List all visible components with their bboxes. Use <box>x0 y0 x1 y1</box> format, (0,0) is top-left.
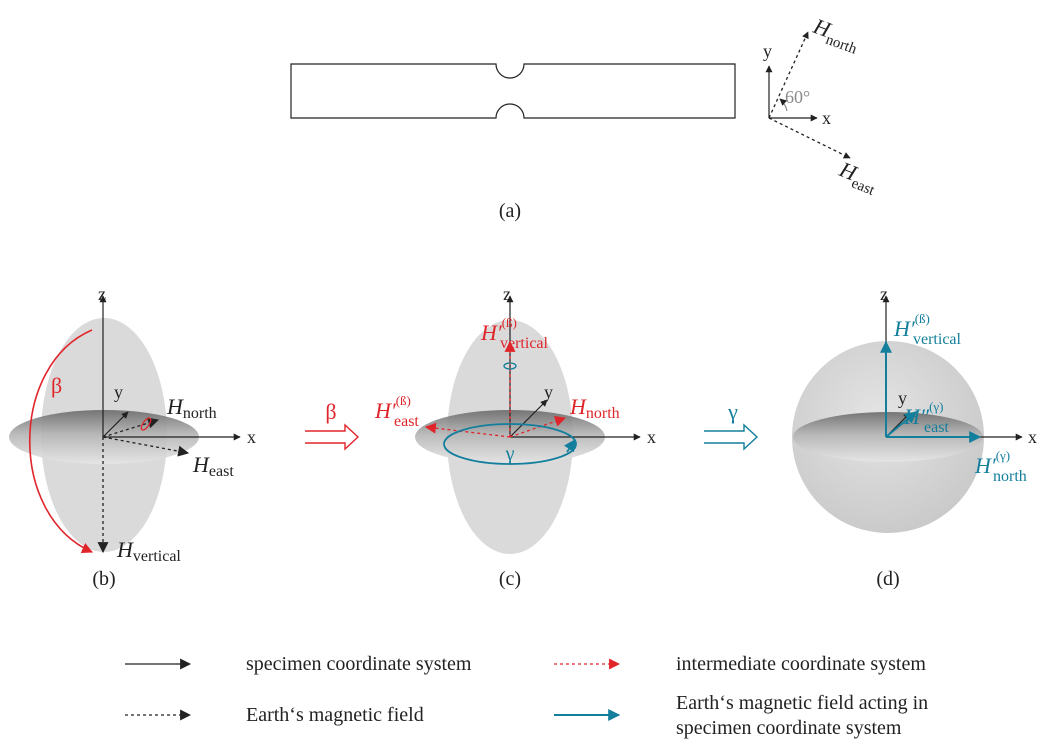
legend-earth-label: Earth‘s magnetic field <box>246 704 424 726</box>
h-north-arrow-c <box>509 416 567 438</box>
h-east-arrow-b <box>102 436 190 457</box>
axis-y-label-b: y <box>114 382 123 402</box>
legend: specimen coordinate system intermediate … <box>125 653 928 739</box>
caption-d: (d) <box>876 568 899 590</box>
transition-arrow-gamma: γ <box>704 399 759 451</box>
double-arrow-gamma <box>704 423 759 451</box>
angle-arc-a <box>779 98 788 112</box>
caption-c: (c) <box>499 568 521 590</box>
caption-b: (b) <box>92 568 115 590</box>
legend-acting-label-1: Earth‘s magnetic field acting in <box>676 692 928 714</box>
h-east-arrow-c <box>424 422 511 438</box>
gamma-arrowhead-c <box>564 439 576 453</box>
h-east-label-b: Heast <box>192 452 234 480</box>
transition-arrow-beta: β <box>305 399 360 451</box>
legend-intermediate-label: intermediate coordinate system <box>676 653 926 675</box>
panel-a: y x 60° Hnorth Heast (a) <box>290 13 882 222</box>
h-east-label-d: H″(γ) east <box>903 399 949 436</box>
h-east-label-c: H′(ß) east <box>374 393 419 430</box>
axis-z-label-c: z <box>503 284 511 304</box>
gamma-circle-c <box>443 423 577 465</box>
legend-specimen-label: specimen coordinate system <box>246 653 472 675</box>
transition-gamma-label: γ <box>727 399 738 424</box>
axis-y-c <box>509 399 548 438</box>
axis-x-label-d: x <box>1028 427 1037 447</box>
beta-label-b: β <box>51 373 62 398</box>
caption-a: (a) <box>499 200 521 222</box>
h-north-label-a: Hnorth <box>808 13 864 58</box>
axis-z-label-d: z <box>880 284 888 304</box>
axis-x-label-b: x <box>247 427 256 447</box>
panel-c: z x y γ H′(ß) vertical H′(ß) east Hnorth (… <box>374 284 656 590</box>
rotation-mark-b <box>140 417 152 431</box>
axis-x-label-c: x <box>647 427 656 447</box>
angle-label-a: 60° <box>785 87 810 107</box>
rotation-mark-c <box>503 362 517 370</box>
h-vertical-label-d: H′(ß) vertical <box>893 311 962 348</box>
legend-acting-label-2: specimen coordinate system <box>676 717 902 739</box>
beta-arc-b <box>29 329 94 554</box>
specimen-outline <box>290 63 736 119</box>
axis-y-label-d: y <box>898 388 907 408</box>
axis-x-label-a: x <box>822 108 831 128</box>
h-north-label-b: Hnorth <box>166 394 217 422</box>
h-vertical-label-c: H′(ß) vertical <box>480 315 549 352</box>
h-east-arrow-d <box>885 411 917 438</box>
gamma-label-c: γ <box>505 443 515 465</box>
panel-b: z x y β Hnorth Heast Hvertical (b) <box>9 284 256 590</box>
h-north-label-d: H′(γ) north <box>974 448 1027 485</box>
double-arrow-beta <box>305 423 360 451</box>
axis-y-label-c: y <box>544 382 553 402</box>
axis-y-label-a: y <box>763 41 772 61</box>
h-east-label-a: Heast <box>833 156 882 199</box>
transition-beta-label: β <box>325 399 336 424</box>
panel-d: z x y H′(ß) vertical H″(γ) east H′(γ) north… <box>792 284 1037 590</box>
axis-y-b <box>102 411 129 438</box>
h-east-arrow-a <box>768 117 851 159</box>
h-vertical-label-b: Hvertical <box>116 537 181 565</box>
h-north-label-c: Hnorth <box>569 394 620 422</box>
h-north-arrow-a <box>768 31 809 119</box>
axis-z-label-b: z <box>98 284 106 304</box>
